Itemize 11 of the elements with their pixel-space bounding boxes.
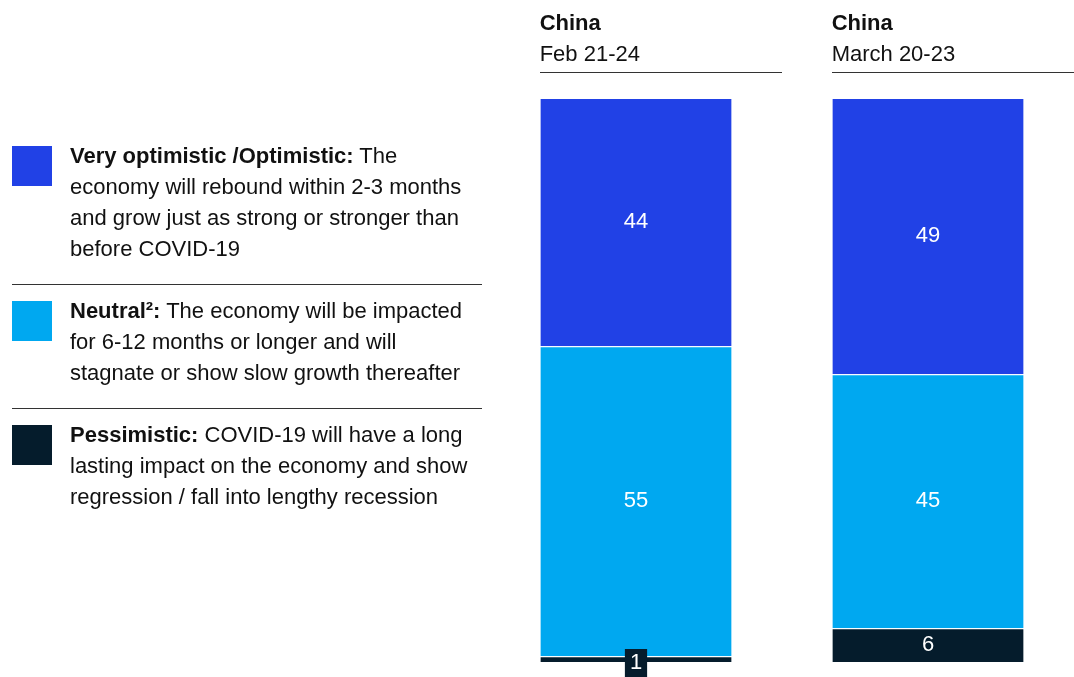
data-label: 45 [915,487,941,513]
legend-label: Neutral²: The economy will be impacted for 6-12 months or longer and will stagnate or show slow growth thereafter [70,298,463,385]
data-label: 55 [623,487,649,513]
data-label: 44 [623,208,649,234]
x-tick-label: China Feb 21-24 [539,10,640,66]
x-tick-label: China March 20-23 [831,10,956,66]
data-label: 49 [915,222,941,248]
legend-label: Pessimistic: COVID-19 will have a long lasting impact on the economy and show regression / fall into lengthy recession [70,422,468,509]
data-label: 1 [629,649,643,675]
data-label: 6 [921,631,935,657]
legend-label: Very optimistic /Optimistic: The economy will rebound within 2-3 months and grow just as strong or stronger than before COVID-19 [70,143,462,261]
